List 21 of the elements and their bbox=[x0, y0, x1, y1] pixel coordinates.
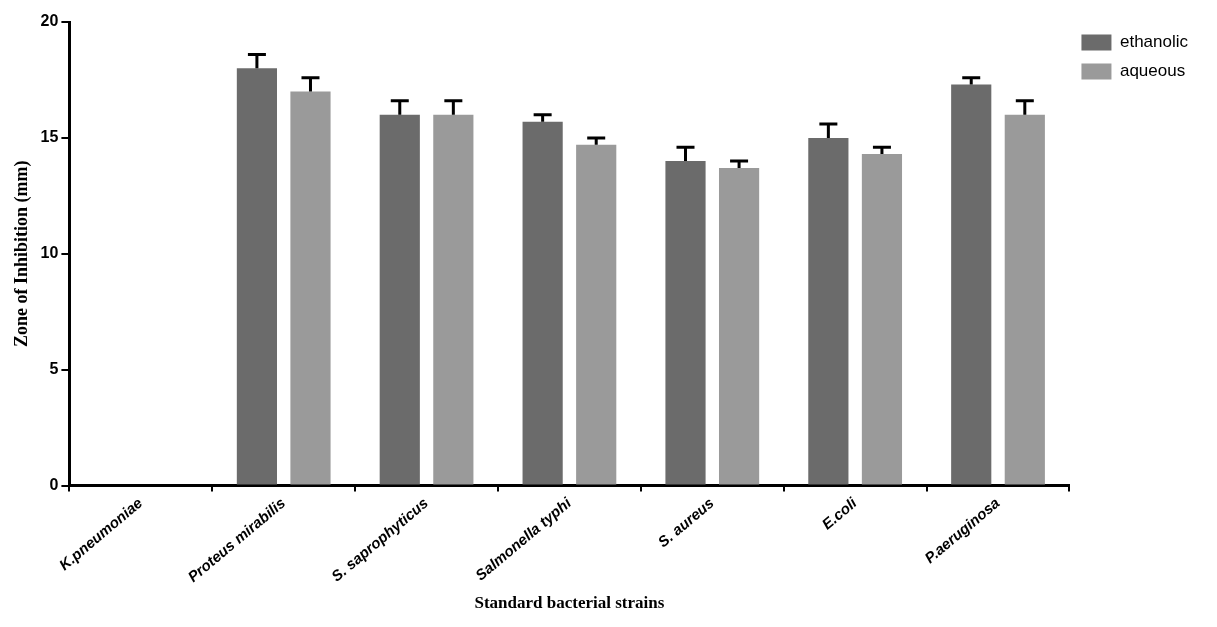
bar bbox=[951, 84, 992, 485]
bar bbox=[808, 137, 849, 485]
bar bbox=[379, 114, 420, 485]
y-tick-label: 10 bbox=[40, 244, 59, 262]
bar bbox=[433, 114, 474, 485]
y-tick-label: 15 bbox=[40, 128, 59, 146]
bar bbox=[861, 154, 903, 485]
bar bbox=[576, 144, 617, 485]
bar bbox=[522, 121, 563, 485]
y-tick-label: 20 bbox=[40, 12, 59, 30]
bar bbox=[1004, 114, 1045, 485]
bar bbox=[290, 91, 331, 485]
bar bbox=[718, 168, 760, 485]
y-tick-label: 5 bbox=[49, 360, 59, 378]
bar bbox=[665, 161, 706, 485]
y-tick-label: 0 bbox=[49, 475, 59, 493]
bar bbox=[236, 68, 277, 485]
y-axis-title: Zone of Inhibition (mm) bbox=[11, 160, 33, 348]
x-axis-title: Standard bacterial strains bbox=[474, 593, 665, 613]
legend-label: ethanolic bbox=[1119, 32, 1189, 52]
legend-label: aqueous bbox=[1119, 61, 1186, 81]
